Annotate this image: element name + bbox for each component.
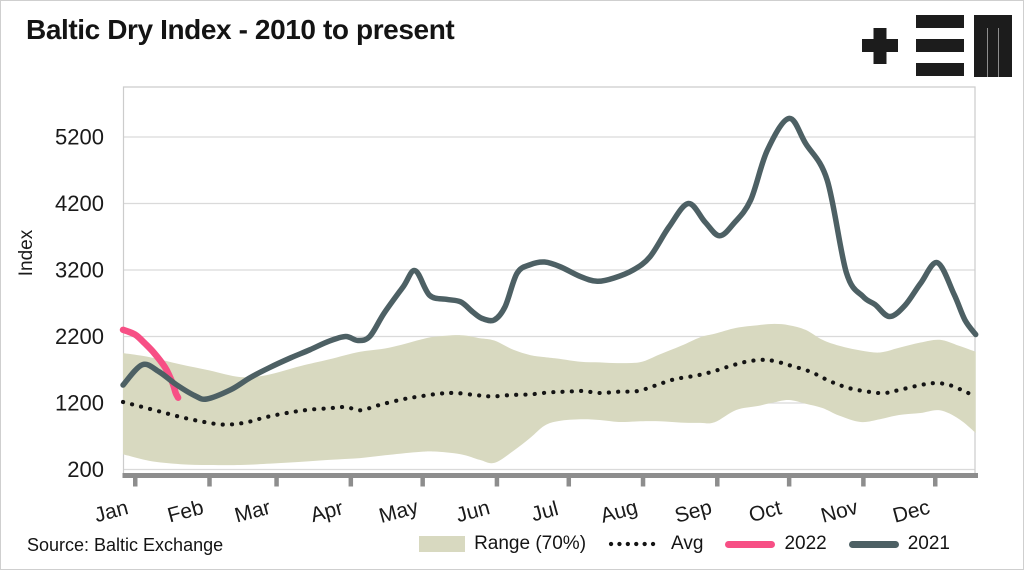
x-tick-label: Mar [232, 496, 273, 528]
y-tick-label: 200 [67, 457, 104, 482]
y-tick-label: 5200 [55, 125, 104, 150]
line-2021 [120, 115, 979, 402]
x-axis-line [122, 473, 978, 478]
x-axis-tick [274, 478, 279, 487]
x-tick-label: Jun [454, 496, 493, 527]
x-axis-tick [715, 478, 720, 487]
y-tick-label: 4200 [55, 191, 104, 216]
legend-item-range: Range (70%) [419, 533, 586, 555]
legend: Range (70%) Avg 2022 2021 [419, 533, 950, 555]
legend-label: 2022 [784, 533, 827, 554]
x-tick-label: Aug [598, 496, 640, 528]
line-2022 [119, 326, 182, 401]
x-axis-tick [348, 478, 354, 487]
legend-label: 2021 [907, 533, 950, 554]
avg-dotted-swatch [608, 541, 663, 547]
y-tick-label: 2200 [55, 324, 104, 349]
y-axis-title: Index [16, 229, 37, 277]
x-tick-label: Sep [672, 496, 714, 528]
x-axis-tick [494, 478, 500, 487]
chart-title: Baltic Dry Index - 2010 to present [26, 14, 455, 45]
x-tick-label: May [377, 495, 422, 528]
legend-label: Range (70%) [474, 533, 587, 554]
legend-item-2022: 2022 [725, 533, 827, 555]
range-band-swatch [419, 536, 466, 552]
y-tick-label: 3200 [55, 258, 104, 283]
line-2022-swatch [725, 540, 776, 548]
x-axis-tick [786, 478, 792, 487]
tem-logo-icon [862, 15, 1012, 77]
x-axis-tick [861, 478, 866, 487]
y-tick-label: 1200 [55, 391, 104, 416]
x-axis-tick [640, 478, 646, 487]
x-axis-tick [566, 478, 572, 487]
x-axis-tick [207, 478, 212, 487]
x-axis-tick [420, 478, 425, 487]
avg-line [120, 357, 978, 427]
legend-item-avg: Avg [608, 533, 703, 555]
legend-item-2021: 2021 [848, 533, 950, 555]
x-tick-label: Nov [818, 496, 861, 528]
x-axis-tick [932, 478, 938, 487]
x-axis-tick [133, 478, 138, 487]
x-tick-label: Feb [165, 496, 206, 528]
range-band [123, 323, 976, 466]
x-tick-label: Oct [746, 496, 784, 527]
plot-border [122, 86, 976, 473]
x-tick-label: Jan [92, 496, 131, 527]
source-note: Source: Baltic Exchange [27, 535, 224, 555]
x-tick-label: Apr [308, 496, 346, 527]
legend-label: Avg [671, 533, 704, 554]
line-2021-swatch [848, 540, 899, 548]
x-tick-label: Jul [529, 497, 561, 526]
x-tick-label: Dec [890, 496, 932, 528]
